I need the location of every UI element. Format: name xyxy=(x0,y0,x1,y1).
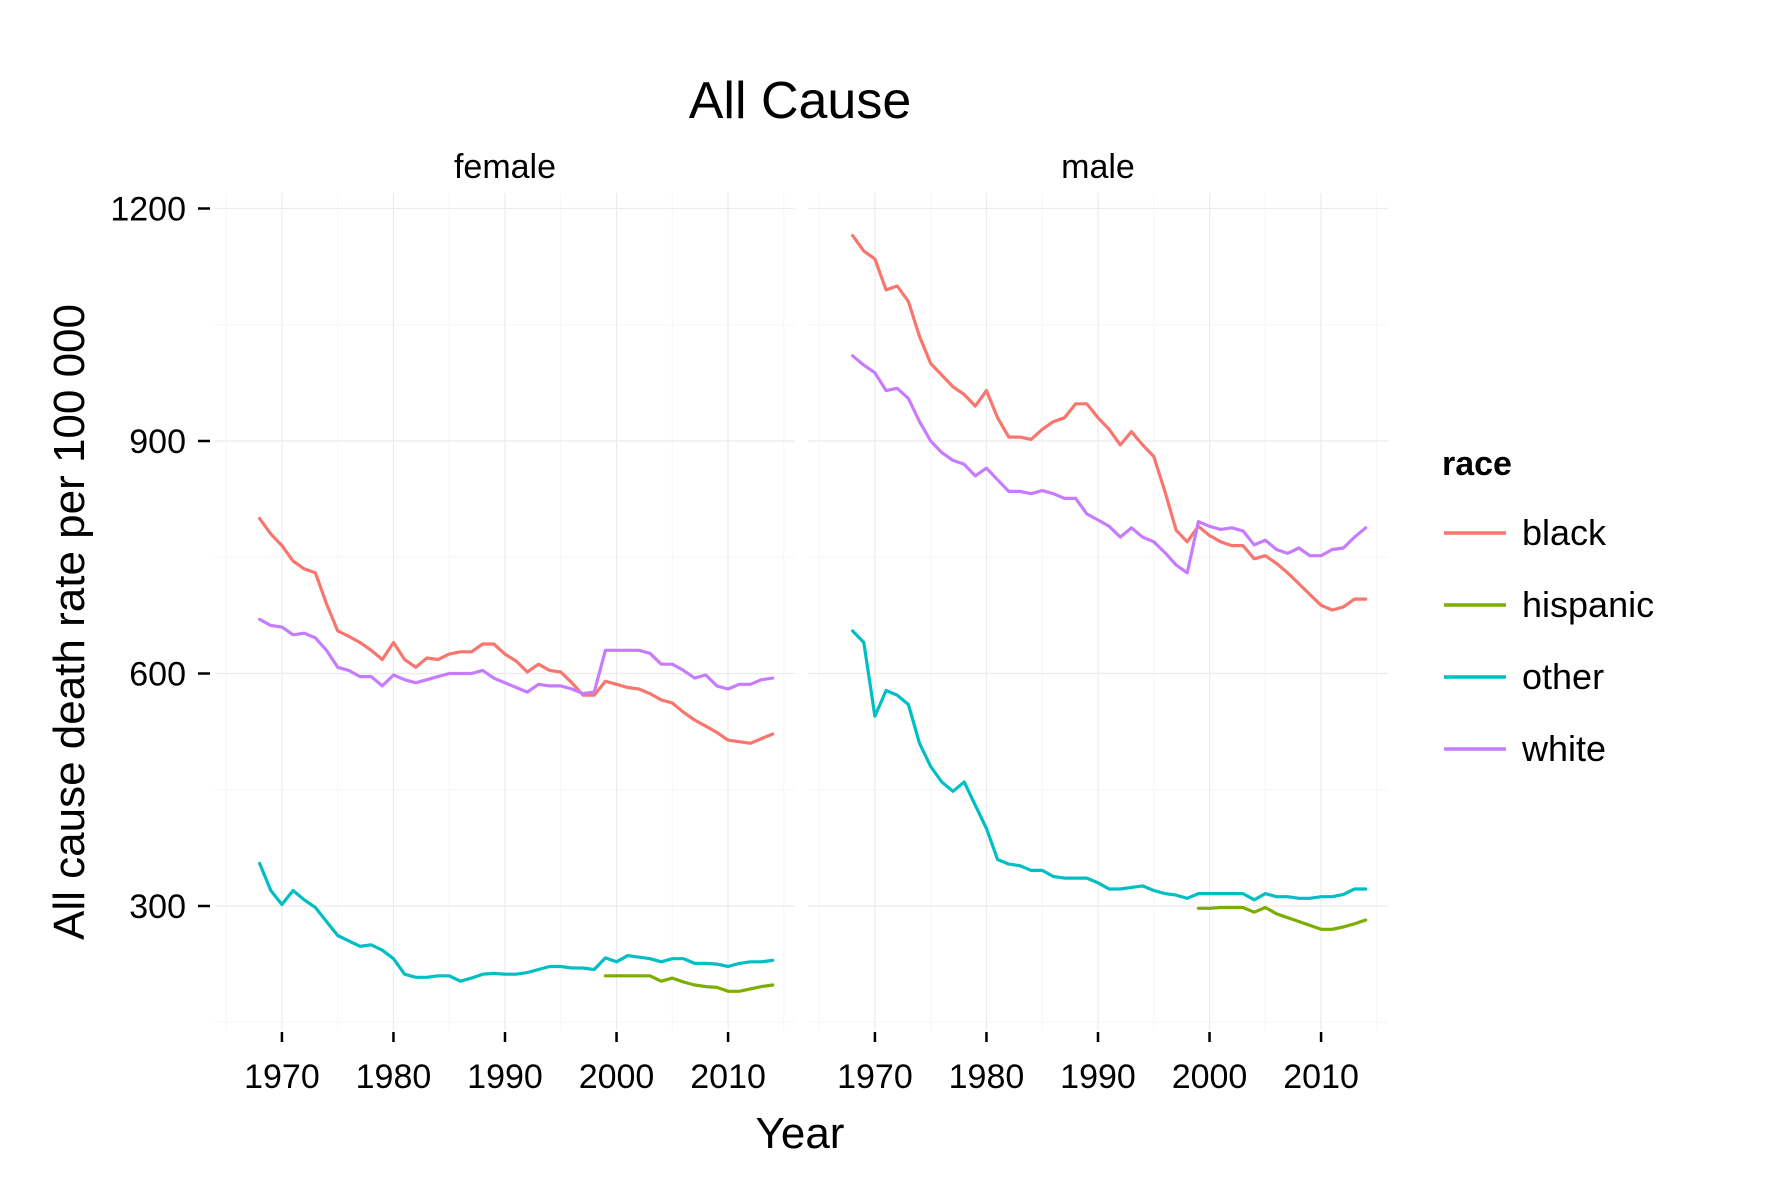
legend-label-black: black xyxy=(1522,512,1607,553)
x-tick-label: 1990 xyxy=(1060,1058,1136,1096)
x-tick-label: 1990 xyxy=(467,1058,543,1096)
y-axis: 300 600 900 1200 xyxy=(110,191,210,926)
x-tick-label: 2010 xyxy=(690,1058,766,1096)
y-axis-label: All cause death rate per 100 000 xyxy=(45,304,94,940)
series-line-male-other xyxy=(850,629,1368,902)
x-tick-label: 2000 xyxy=(1172,1058,1248,1096)
series-line-female-black xyxy=(258,516,775,745)
x-tick-label: 2000 xyxy=(579,1058,655,1096)
facet-label-male: male xyxy=(1061,148,1135,186)
chart-title: All Cause xyxy=(689,72,912,130)
series-line-male-hispanic xyxy=(1196,905,1368,931)
series-line-female-hispanic xyxy=(603,974,775,993)
series-line-female-other xyxy=(258,861,775,983)
facet-label-female: female xyxy=(454,148,556,186)
legend-title: race xyxy=(1442,445,1512,483)
x-tick-label: 2010 xyxy=(1283,1058,1359,1096)
series-line-male-white xyxy=(850,354,1368,575)
series-line-female-white xyxy=(258,617,775,696)
y-tick-label: 600 xyxy=(129,656,186,694)
legend-label-other: other xyxy=(1522,656,1604,697)
legend-entries: black hispanic other white xyxy=(1444,512,1654,769)
y-tick-label: 900 xyxy=(129,423,186,461)
panel-male: male 1970 1980 1990 2000 2010 xyxy=(808,148,1388,1096)
x-tick-label: 1980 xyxy=(356,1058,432,1096)
x-axis-label: Year xyxy=(756,1109,845,1158)
x-tick-label: 1980 xyxy=(949,1058,1025,1096)
y-tick-label: 300 xyxy=(129,888,186,926)
x-tick-label: 1970 xyxy=(837,1058,913,1096)
legend-label-hispanic: hispanic xyxy=(1522,584,1654,625)
x-tick-label: 1970 xyxy=(244,1058,320,1096)
series-line-male-black xyxy=(850,234,1368,612)
facet-panels: female 1970 1980 1990 2000 2010 male 1970 1980 19… xyxy=(215,148,1388,1096)
legend-label-white: white xyxy=(1521,728,1606,769)
panel-female: female 1970 1980 1990 2000 2010 xyxy=(215,148,795,1096)
y-tick-label: 1200 xyxy=(110,191,186,229)
legend: race black hispanic other white xyxy=(1442,445,1654,769)
